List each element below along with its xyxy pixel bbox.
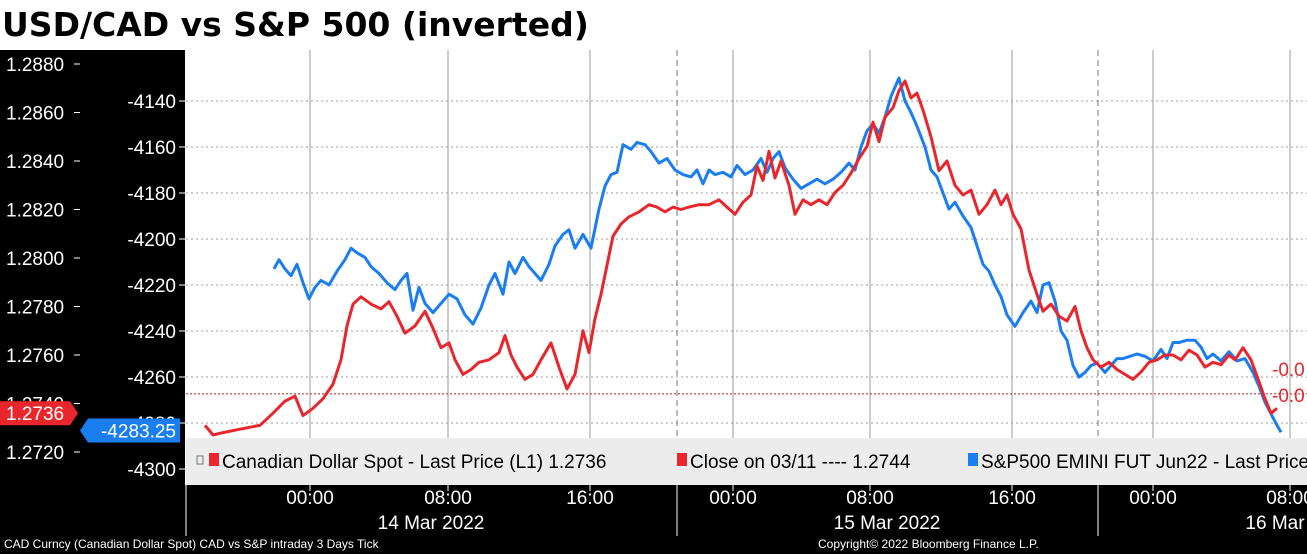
left-tick-label: 1.2880	[6, 55, 64, 76]
usdcad-price-tag	[0, 401, 78, 426]
legend-swatch	[968, 453, 978, 466]
right-tick-label: -4160	[127, 138, 176, 159]
chart-title: USD/CAD vs S&P 500 (inverted)	[2, 5, 589, 44]
right-tick-label: -4300	[127, 460, 176, 481]
right-tick-label: -4200	[127, 230, 176, 251]
right-tick-label: -4180	[127, 184, 176, 205]
legend: Canadian Dollar Spot - Last Price (L1) 1…	[186, 438, 1307, 485]
x-tick-label: 00:00	[286, 488, 334, 509]
legend-background	[186, 438, 1307, 485]
left-tick-label: 1.2720	[6, 443, 64, 464]
right-tick-label: -4220	[127, 276, 176, 297]
left-tick-label: 1.2800	[6, 249, 64, 270]
left-axis-panel	[0, 50, 80, 536]
footer-source: CAD Curncy (Canadian Dollar Spot) CAD vs…	[4, 537, 379, 551]
x-tick-label: 16:00	[988, 488, 1036, 509]
x-axis: 00:00 08:00 16:00 00:00 08:00 16:00 00:00 08:00…	[185, 485, 1307, 536]
x-date-label: 15 Mar 2022	[834, 513, 941, 534]
usdcad-price-tag-label: 1.2736	[6, 404, 64, 425]
legend-label: Close on 03/11 ---- 1.2744	[690, 452, 911, 473]
left-tick-label: 1.2860	[6, 104, 64, 125]
legend-pin-icon	[196, 455, 204, 465]
right-edge-label: -0.0	[1272, 360, 1305, 381]
right-tick-label: -4140	[127, 92, 176, 113]
right-edge-label: -0.0	[1272, 386, 1305, 407]
x-tick-label: 00:00	[709, 488, 757, 509]
x-tick-label: 16:00	[566, 488, 614, 509]
x-axis-panel	[0, 485, 1307, 554]
x-tick-label: 08:00	[1266, 488, 1307, 509]
last-price-tags: 1.2736 -4283.25 -0.0 -0.0	[0, 360, 1305, 443]
spx-price-tag-label: -4283.25	[101, 421, 176, 442]
left-tick-label: 1.2760	[6, 346, 64, 367]
x-tick-label: 00:00	[1129, 488, 1177, 509]
legend-swatch	[677, 453, 687, 466]
left-tick-label: 1.2780	[6, 298, 64, 319]
legend-label: Canadian Dollar Spot - Last Price (L1) 1…	[222, 452, 606, 473]
series-spx-line	[272, 76, 1283, 433]
spx-price-tag	[80, 418, 180, 443]
left-tick-label: 1.2820	[6, 201, 64, 222]
plot-area	[186, 50, 1307, 485]
series-usdcad-line	[203, 79, 1278, 437]
footer-copyright: Copyright© 2022 Bloomberg Finance L.P.	[818, 537, 1039, 551]
right-axis-panel	[80, 50, 185, 485]
left-tick-label: 1.2840	[6, 152, 64, 173]
legend-label: S&P500 EMINI FUT Jun22 - Last Price	[981, 452, 1307, 473]
right-tick-label: -4240	[127, 322, 176, 343]
series-layer	[203, 76, 1283, 437]
x-tick-label: 08:00	[846, 488, 894, 509]
x-date-label: 16 Mar	[1245, 513, 1305, 534]
x-tick-label: 08:00	[424, 488, 472, 509]
x-date-label: 14 Mar 2022	[378, 513, 485, 534]
right-tick-label: -4260	[127, 368, 176, 389]
legend-swatch	[209, 453, 219, 466]
